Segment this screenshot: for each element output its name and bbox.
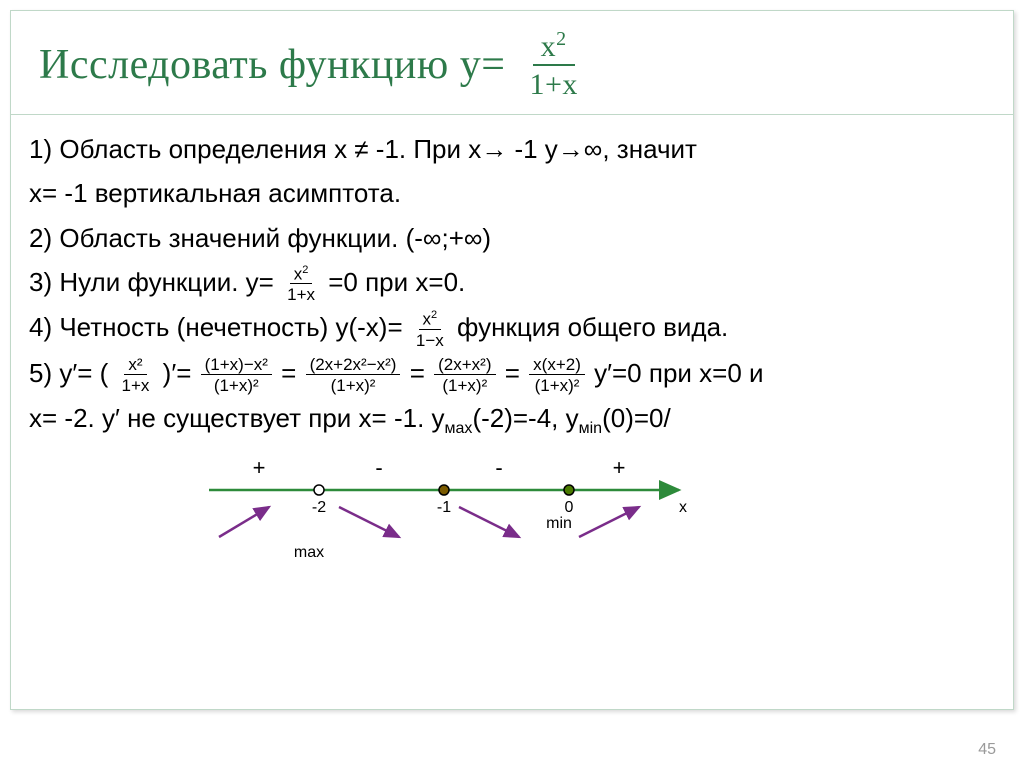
s5f4d: (1+x)² bbox=[438, 375, 491, 394]
step-3: 3) Нули функции. y= x2 1+x =0 при x=0. bbox=[29, 262, 995, 303]
s5f2n: (1+x)−x² bbox=[201, 356, 272, 375]
s6-min-sub: мin bbox=[579, 420, 602, 437]
s6-c: (0)=0/ bbox=[602, 403, 671, 433]
s5f4n: (2x+x²) bbox=[434, 356, 495, 375]
s5-e: = bbox=[505, 358, 520, 388]
slide-title: Исследовать функцию y= x2 1+x bbox=[39, 29, 991, 100]
sign-diagram: + - - + -2 -1 0 x max min bbox=[209, 452, 769, 562]
svg-text:min: min bbox=[546, 515, 572, 532]
svg-text:-2: -2 bbox=[312, 499, 326, 516]
step-1a: 1) Область определения x ≠ -1. При x→ -1… bbox=[29, 129, 995, 169]
title-frac-num-sup: 2 bbox=[556, 28, 567, 50]
step-6: x= -2. y′ не существует при x= -1. yмах(… bbox=[29, 398, 995, 442]
s5-a: 5) y′= ( bbox=[29, 358, 108, 388]
title-fraction: x2 1+x bbox=[521, 29, 585, 100]
title-frac-den: 1+x bbox=[521, 66, 585, 100]
svg-text:+: + bbox=[253, 455, 266, 480]
s5f3n: (2x+2x²−x²) bbox=[306, 356, 401, 375]
step-3-prefix: 3) Нули функции. y= bbox=[29, 267, 274, 297]
s5f1n: x² bbox=[124, 356, 146, 375]
step-2: 2) Область значений функции. (-∞;+∞) bbox=[29, 218, 995, 258]
s3-frac-num: x2 bbox=[290, 265, 313, 285]
s5-frac1: x²1+x bbox=[118, 356, 154, 394]
s4-num-sup: 2 bbox=[431, 309, 437, 321]
s3-num-sup: 2 bbox=[302, 264, 308, 276]
s5-d: = bbox=[410, 358, 425, 388]
svg-text:0: 0 bbox=[565, 499, 574, 516]
s4-num-var: x bbox=[423, 310, 432, 329]
page-number: 45 bbox=[978, 741, 996, 759]
svg-text:-1: -1 bbox=[437, 499, 451, 516]
s5-b: )′= bbox=[163, 358, 192, 388]
s5-frac5: x(x+2)(1+x)² bbox=[529, 356, 585, 394]
s6-b: (-2)=-4, y bbox=[472, 403, 578, 433]
s3-frac-den: 1+x bbox=[283, 284, 319, 303]
s5f3d: (1+x)² bbox=[327, 375, 380, 394]
svg-text:x: x bbox=[679, 499, 687, 516]
step-3-suffix: =0 при x=0. bbox=[328, 267, 465, 297]
step-4-prefix: 4) Четность (нечетность) y(-x)= bbox=[29, 312, 403, 342]
step-4-suffix: функция общего вида. bbox=[457, 312, 728, 342]
slide-frame: Исследовать функцию y= x2 1+x 1) Область… bbox=[10, 10, 1014, 710]
s5f5n: x(x+2) bbox=[529, 356, 585, 375]
svg-text:-: - bbox=[375, 455, 382, 480]
step-3-frac: x2 1+x bbox=[283, 265, 319, 304]
svg-text:max: max bbox=[294, 544, 324, 561]
s3-num-var: x bbox=[294, 264, 303, 283]
s5-c: = bbox=[281, 358, 296, 388]
s6-a: x= -2. y′ не существует при x= -1. y bbox=[29, 403, 445, 433]
step-5: 5) y′= ( x²1+x )′= (1+x)−x²(1+x)² = (2x+… bbox=[29, 353, 995, 394]
step-1b: x= -1 вертикальная асимптота. bbox=[29, 173, 995, 213]
step-4: 4) Четность (нечетность) y(-x)= x2 1−x ф… bbox=[29, 307, 995, 348]
s5f5d: (1+x)² bbox=[531, 375, 584, 394]
content-area: 1) Область определения x ≠ -1. При x→ -1… bbox=[11, 115, 1013, 572]
sign-diagram-svg: + - - + -2 -1 0 x max min bbox=[209, 452, 769, 562]
s5-frac2: (1+x)−x²(1+x)² bbox=[201, 356, 272, 394]
s6-max-sub: мах bbox=[445, 420, 473, 437]
svg-text:+: + bbox=[613, 455, 626, 480]
title-frac-num: x2 bbox=[533, 29, 575, 66]
s5-frac3: (2x+2x²−x²)(1+x)² bbox=[306, 356, 401, 394]
s5-frac4: (2x+x²)(1+x)² bbox=[434, 356, 495, 394]
s5-f: y′=0 при x=0 и bbox=[594, 358, 763, 388]
title-text: Исследовать функцию y= bbox=[39, 41, 505, 89]
title-frac-num-var: x bbox=[541, 30, 557, 63]
s5f2d: (1+x)² bbox=[210, 375, 263, 394]
s5f1d: 1+x bbox=[118, 375, 154, 394]
title-area: Исследовать функцию y= x2 1+x bbox=[11, 11, 1013, 115]
svg-text:-: - bbox=[495, 455, 502, 480]
s4-frac-num: x2 bbox=[419, 310, 442, 330]
step-4-frac: x2 1−x bbox=[412, 310, 448, 349]
s4-frac-den: 1−x bbox=[412, 330, 448, 349]
